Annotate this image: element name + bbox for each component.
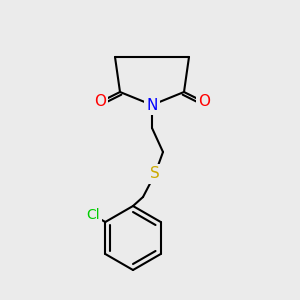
Text: Cl: Cl	[86, 208, 100, 222]
Text: S: S	[150, 167, 160, 182]
Text: N: N	[146, 98, 158, 112]
Text: O: O	[94, 94, 106, 110]
Text: O: O	[198, 94, 210, 110]
